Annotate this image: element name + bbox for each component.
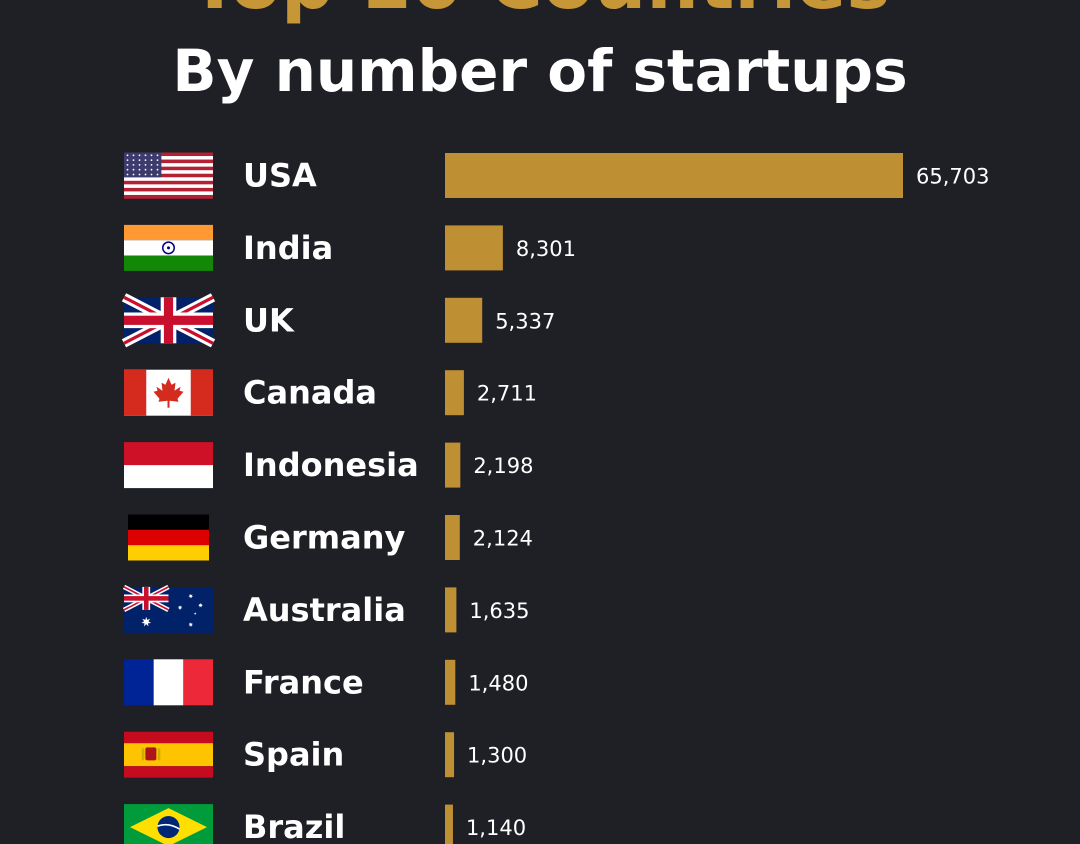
bar-spain	[445, 732, 455, 778]
value-label-canada: 2,711	[477, 382, 537, 406]
chart-subtitle: By number of startups	[172, 37, 908, 105]
value-label-brazil: 1,140	[466, 816, 526, 840]
flag-india-icon	[124, 224, 213, 271]
country-label-uk: UK	[243, 301, 295, 339]
bar-australia	[445, 587, 457, 633]
value-label-germany: 2,124	[473, 527, 533, 551]
bar-usa	[445, 153, 903, 198]
value-label-france: 1,480	[468, 671, 528, 695]
bar-canada	[445, 370, 464, 416]
value-label-uk: 5,337	[495, 309, 555, 333]
flag-germany-icon	[128, 514, 209, 561]
flag-indonesia-icon	[124, 442, 213, 489]
bar-brazil	[445, 804, 453, 844]
bar-germany	[445, 515, 460, 560]
value-label-india: 8,301	[516, 237, 576, 261]
value-label-spain: 1,300	[467, 744, 527, 768]
bar-france	[445, 659, 456, 705]
bar-uk	[445, 297, 483, 343]
flag-uk-icon	[121, 293, 216, 348]
value-label-australia: 1,635	[469, 599, 529, 623]
country-label-canada: Canada	[243, 374, 377, 412]
bar-india	[445, 225, 503, 271]
country-label-germany: Germany	[243, 519, 405, 557]
country-label-australia: Australia	[243, 591, 406, 629]
flag-brazil-icon	[124, 804, 213, 844]
flag-spain-icon	[124, 731, 213, 778]
flag-france-icon	[124, 659, 213, 706]
country-label-france: France	[243, 663, 364, 701]
value-label-indonesia: 2,198	[473, 454, 533, 478]
flag-canada-icon	[124, 369, 213, 416]
chart-title: Top 10 Countries	[0, 0, 1080, 28]
country-label-indonesia: Indonesia	[243, 446, 419, 484]
flag-australia-icon	[122, 584, 213, 633]
bar-indonesia	[445, 442, 461, 488]
country-label-spain: Spain	[243, 736, 344, 774]
flag-usa-icon	[124, 152, 213, 199]
country-label-usa: USA	[243, 157, 317, 195]
country-label-india: India	[243, 229, 333, 267]
value-label-usa: 65,703	[916, 165, 989, 189]
country-label-brazil: Brazil	[243, 808, 345, 844]
